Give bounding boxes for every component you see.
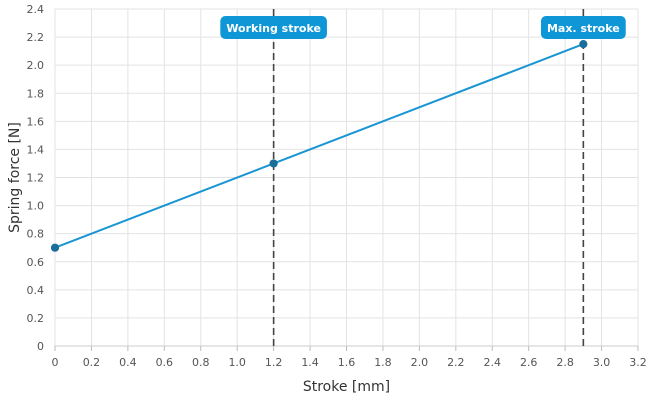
x-tick-label: 2.4 [484, 356, 502, 369]
y-tick-label: 0.8 [27, 228, 45, 241]
y-tick-label: 0 [37, 340, 44, 353]
x-tick-label: 2.6 [520, 356, 538, 369]
x-tick-label: 0.4 [119, 356, 137, 369]
x-tick-label: 2.8 [556, 356, 574, 369]
x-tick-label: 0.8 [192, 356, 210, 369]
y-tick-label: 1.0 [27, 200, 45, 213]
y-tick-label: 2.4 [27, 3, 45, 16]
y-tick-label: 0.4 [27, 284, 45, 297]
marker-label: Max. stroke [547, 22, 620, 35]
series-layer [50, 40, 588, 252]
x-tick-label: 2.2 [447, 356, 465, 369]
y-tick-label: 2.2 [27, 31, 45, 44]
y-tick-label: 1.2 [27, 172, 45, 185]
marker-label-group: Max. stroke [540, 16, 626, 39]
series-line [54, 43, 584, 249]
data-point [50, 243, 60, 252]
y-tick-label: 1.8 [27, 87, 45, 100]
marker-label: Working stroke [226, 22, 321, 35]
x-tick-label: 1.0 [228, 356, 246, 369]
x-tick-label: 3.0 [593, 356, 611, 369]
data-point [269, 159, 278, 168]
y-tick-label: 1.6 [27, 115, 45, 128]
x-tick-label: 1.6 [338, 356, 356, 369]
x-tick-label: 0 [52, 356, 59, 369]
y-tick-label: 1.4 [27, 143, 45, 156]
x-tick-label: 1.4 [301, 356, 319, 369]
marker-label-bg [540, 16, 626, 39]
marker-label-bg [220, 16, 327, 39]
x-tick-label: 3.2 [629, 356, 647, 369]
marker-label-group: Working stroke [220, 16, 327, 39]
y-tick-label: 0.2 [27, 312, 45, 325]
x-tick-label: 1.2 [265, 356, 283, 369]
grid [54, 8, 639, 347]
x-tick-label: 0.6 [156, 356, 174, 369]
y-axis-title: Spring force [N] [7, 122, 23, 233]
y-tick-label: 0.6 [27, 256, 45, 269]
x-tick-label: 2.0 [411, 356, 429, 369]
y-tick-label: 2.0 [27, 59, 45, 72]
stroke-markers: Working stroke Max. stroke [220, 9, 626, 346]
axes [54, 345, 639, 351]
data-point [579, 40, 588, 49]
x-tick-label: 0.2 [83, 356, 101, 369]
tick-labels: 0 0.2 0.4 0.6 0.8 1.0 1.2 1.4 1.6 1.8 2.0 2.2 2.4 2.6… [27, 3, 647, 369]
x-axis-title: Stroke [mm] [303, 379, 390, 395]
x-tick-label: 1.8 [374, 356, 392, 369]
